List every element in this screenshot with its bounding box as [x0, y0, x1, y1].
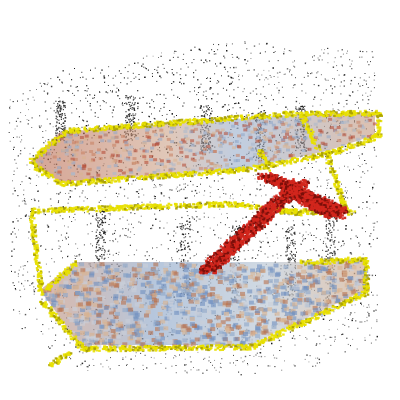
floor-tiles — [33, 113, 379, 349]
staircase — [198, 172, 349, 275]
